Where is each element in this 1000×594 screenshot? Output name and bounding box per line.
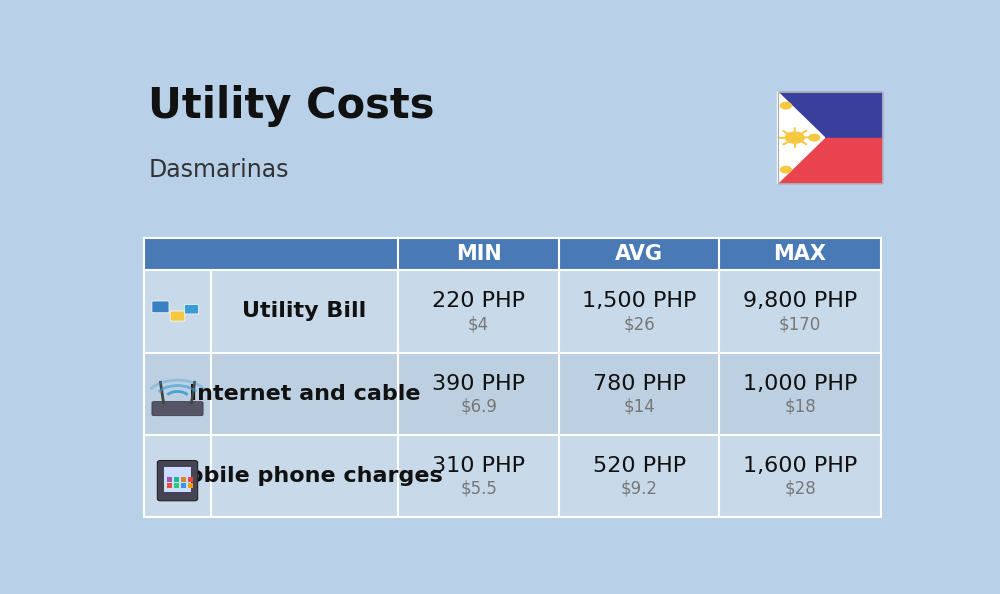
Text: $170: $170 — [779, 315, 821, 333]
FancyBboxPatch shape — [152, 301, 169, 313]
Text: Mobile phone charges: Mobile phone charges — [166, 466, 443, 486]
Circle shape — [809, 134, 820, 141]
FancyBboxPatch shape — [170, 311, 185, 321]
Bar — [144, 435, 881, 517]
Text: 520 PHP: 520 PHP — [593, 456, 686, 476]
Text: $18: $18 — [784, 397, 816, 416]
Bar — [174, 483, 179, 488]
Polygon shape — [783, 131, 788, 134]
Text: 1,600 PHP: 1,600 PHP — [743, 456, 857, 476]
FancyBboxPatch shape — [164, 467, 191, 492]
Bar — [144, 353, 881, 435]
Text: $9.2: $9.2 — [621, 480, 658, 498]
Polygon shape — [783, 141, 788, 145]
FancyBboxPatch shape — [152, 402, 203, 416]
Bar — [174, 477, 179, 482]
Polygon shape — [801, 141, 807, 145]
Circle shape — [780, 102, 791, 109]
FancyBboxPatch shape — [157, 460, 198, 501]
Text: $14: $14 — [623, 397, 655, 416]
Text: Utility Bill: Utility Bill — [242, 302, 367, 321]
Polygon shape — [778, 92, 882, 138]
Bar — [144, 270, 881, 353]
FancyBboxPatch shape — [184, 304, 198, 314]
Text: $5.5: $5.5 — [460, 480, 497, 498]
Polygon shape — [801, 131, 807, 134]
Text: 1,000 PHP: 1,000 PHP — [743, 374, 857, 394]
Text: AVG: AVG — [615, 244, 663, 264]
Text: Internet and cable: Internet and cable — [189, 384, 420, 404]
Bar — [167, 477, 172, 482]
Text: MIN: MIN — [456, 244, 502, 264]
Polygon shape — [778, 138, 882, 184]
Bar — [144, 238, 881, 270]
Text: $4: $4 — [468, 315, 489, 333]
Text: 1,500 PHP: 1,500 PHP — [582, 292, 696, 311]
Bar — [167, 483, 172, 488]
Circle shape — [785, 132, 804, 143]
Text: $6.9: $6.9 — [460, 397, 497, 416]
Text: $28: $28 — [784, 480, 816, 498]
Text: $26: $26 — [623, 315, 655, 333]
Bar — [181, 483, 186, 488]
Circle shape — [780, 166, 791, 173]
Text: 220 PHP: 220 PHP — [432, 292, 525, 311]
Polygon shape — [778, 92, 825, 184]
Text: MAX: MAX — [774, 244, 827, 264]
Bar — [188, 483, 193, 488]
Text: Utility Costs: Utility Costs — [148, 85, 435, 127]
Bar — [181, 477, 186, 482]
Text: 9,800 PHP: 9,800 PHP — [743, 292, 857, 311]
Text: 390 PHP: 390 PHP — [432, 374, 525, 394]
Text: 780 PHP: 780 PHP — [593, 374, 686, 394]
Bar — [188, 477, 193, 482]
Text: Dasmarinas: Dasmarinas — [148, 158, 289, 182]
Text: 310 PHP: 310 PHP — [432, 456, 525, 476]
